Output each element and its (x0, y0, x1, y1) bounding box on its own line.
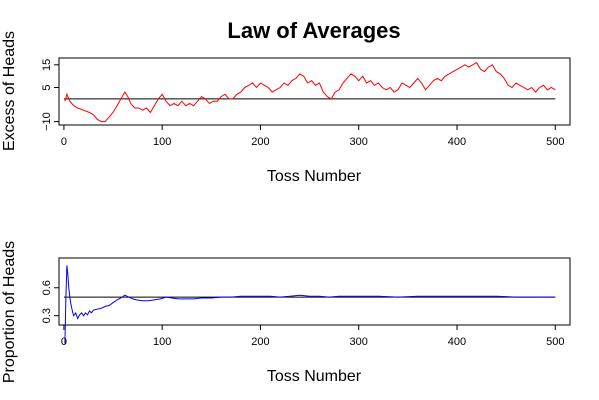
proportion-heads-y-ticks: 0.3 0.6 (41, 280, 59, 323)
excess-heads-y-tick-label: −10 (41, 112, 53, 131)
proportion-heads-x-tick-label: 300 (350, 336, 368, 348)
proportion-heads-x-ticks: 0 100 200 300 400 500 (61, 325, 564, 348)
proportion-heads-x-tick-label: 100 (153, 336, 171, 348)
proportion-heads-series-line (64, 265, 556, 344)
proportion-heads-x-tick-label: 0 (61, 336, 67, 348)
excess-heads-y-ticks: −10 5 15 (41, 59, 59, 131)
excess-heads-y-axis-label: Excess of Heads (1, 31, 18, 151)
proportion-heads-x-tick-label: 400 (448, 336, 466, 348)
excess-heads-x-tick-label: 400 (448, 136, 466, 148)
excess-heads-x-tick-label: 500 (546, 136, 564, 148)
chart-title: Law of Averages (227, 18, 400, 43)
proportion-heads-x-tick-label: 200 (251, 336, 269, 348)
proportion-heads-y-axis-label: Proportion of Heads (1, 241, 18, 383)
excess-heads-x-tick-label: 200 (251, 136, 269, 148)
excess-heads-x-ticks: 0 100 200 300 400 500 (61, 125, 564, 148)
excess-heads-panel: 0 100 200 300 400 500 −10 5 15 Toss Number Exce… (1, 31, 571, 185)
excess-heads-x-tick-label: 300 (350, 136, 368, 148)
excess-heads-series-line (64, 61, 556, 123)
excess-heads-x-axis-label: Toss Number (267, 168, 362, 185)
excess-heads-y-tick-label: 15 (41, 59, 53, 71)
excess-heads-plot-frame (58, 57, 571, 126)
proportion-heads-y-tick-label: 0.6 (41, 280, 53, 295)
proportion-heads-plot-frame (58, 257, 571, 326)
excess-heads-x-tick-label: 100 (153, 136, 171, 148)
proportion-heads-x-axis-label: Toss Number (267, 368, 362, 385)
excess-heads-x-tick-label: 0 (61, 136, 67, 148)
proportion-heads-panel: 0 100 200 300 400 500 0.3 0.6 Toss Number Prop… (1, 241, 571, 385)
proportion-heads-x-tick-label: 500 (546, 336, 564, 348)
proportion-heads-y-tick-label: 0.3 (41, 308, 53, 323)
excess-heads-y-tick-label: 5 (41, 84, 53, 90)
